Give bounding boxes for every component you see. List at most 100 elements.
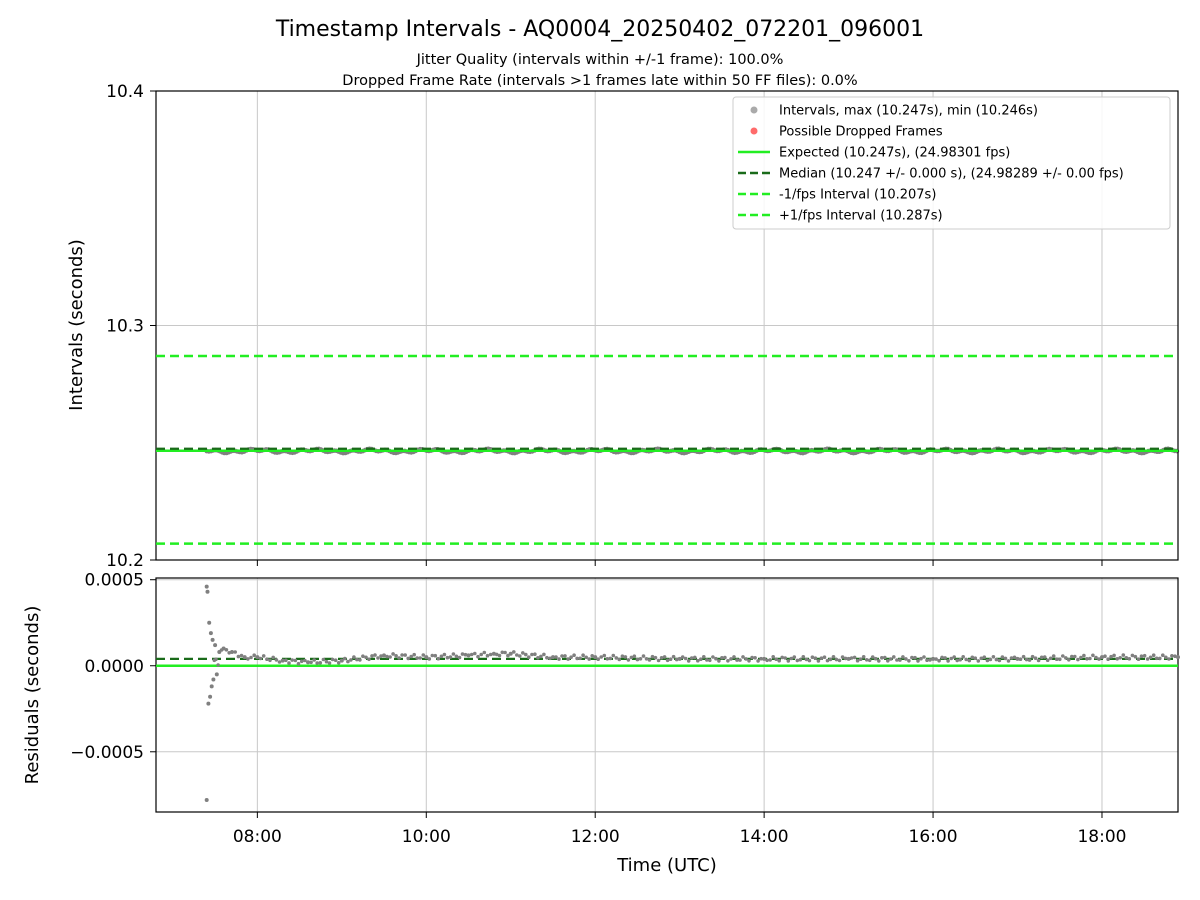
residual-point: [919, 656, 923, 661]
residual-point: [750, 655, 754, 660]
residual-point: [545, 655, 549, 660]
residual-point: [910, 655, 914, 660]
residual-point: [907, 659, 911, 663]
residual-point: [271, 655, 276, 660]
residual-point: [1112, 653, 1116, 658]
legend: Intervals, max (10.247s), min (10.246s) P…: [732, 96, 1171, 230]
residual-point: [816, 659, 821, 663]
residual-point: [741, 655, 745, 659]
residual-point: [738, 658, 742, 662]
residual-point: [892, 655, 896, 659]
residual-point: [1048, 656, 1053, 661]
residual-point: [674, 657, 679, 662]
residual-point: [445, 655, 450, 660]
residual-point: [632, 654, 637, 658]
residual-point: [503, 650, 507, 655]
residual-point: [1115, 657, 1119, 661]
legend-marker: [750, 127, 758, 135]
residual-point: [1148, 655, 1153, 660]
bottom-ytick-label: 0.0000: [85, 657, 144, 677]
residual-point: [1061, 654, 1065, 658]
residual-point: [361, 654, 365, 658]
residual-point: [533, 652, 537, 656]
residual-point: [400, 653, 404, 657]
chart-subtitle-dropped: Dropped Frame Rate (intervals >1 frames …: [342, 73, 857, 89]
bottom-xtick-label: 14:00: [740, 827, 789, 847]
residual-point: [284, 658, 288, 663]
residual-point: [382, 653, 386, 658]
residual-point: [219, 648, 224, 652]
bottom-xtick-label: 16:00: [909, 827, 958, 847]
residual-point: [500, 650, 505, 655]
residual-point: [352, 655, 356, 659]
residual-point: [299, 659, 304, 664]
residual-point: [867, 658, 872, 663]
bottom-y-axis-label: Residuals (seconds): [22, 606, 43, 785]
residual-point: [1139, 654, 1144, 658]
residual-point: [789, 656, 794, 661]
residual-point: [982, 655, 987, 659]
residual-point: [711, 655, 715, 659]
residual-point: [861, 655, 866, 659]
residual-point: [656, 658, 661, 663]
residual-point: [934, 657, 938, 661]
residual-point: [309, 660, 313, 665]
residual-point: [436, 656, 441, 661]
residual-point: [976, 659, 981, 663]
residual-point: [210, 637, 215, 642]
residual-point: [233, 650, 237, 654]
residual-point: [1133, 654, 1138, 659]
bottom-gridlines: [156, 578, 1178, 812]
residual-point: [979, 656, 984, 661]
residual-point: [883, 655, 887, 660]
residual-point: [611, 653, 616, 658]
top-axis-ticks: 10.2 10.3 10.4: [106, 82, 1103, 571]
residual-point: [488, 652, 493, 657]
residual-point: [497, 653, 502, 658]
residual-point: [626, 658, 631, 662]
residual-point: [680, 655, 685, 659]
residual-point: [602, 653, 607, 658]
residual-point: [324, 659, 329, 664]
residual-point: [587, 657, 591, 661]
bottom-panel: 0.0005 0.0000 −0.0005 08:00 10:00 12:00 14:00 1…: [22, 571, 1180, 876]
residual-point: [819, 656, 824, 660]
residual-point: [394, 654, 398, 658]
residual-point: [370, 654, 374, 658]
legend-label: Median (10.247 +/- 0.000 s), (24.98289 +…: [779, 167, 1124, 182]
residual-point: [647, 658, 652, 662]
residual-point: [265, 657, 269, 661]
residual-point: [224, 648, 229, 652]
residual-point: [204, 798, 209, 802]
residual-point: [973, 656, 978, 660]
residual-point: [1106, 657, 1110, 661]
top-panel: 10.2 10.3 10.4 Intervals (seconds) Interva…: [66, 82, 1180, 571]
residual-point: [955, 658, 959, 663]
residual-point: [255, 655, 260, 660]
residual-point: [617, 657, 622, 662]
residual-point: [1154, 656, 1159, 661]
residual-point: [807, 658, 812, 663]
legend-marker: [750, 106, 758, 114]
residual-point: [665, 658, 670, 663]
residual-point: [958, 657, 962, 662]
residual-point: [388, 655, 392, 659]
residual-point: [249, 655, 253, 660]
residual-point: [991, 655, 996, 659]
residual-point: [759, 656, 763, 661]
residual-point: [714, 656, 718, 661]
residual-point: [306, 660, 310, 665]
residual-point: [427, 657, 432, 661]
residual-point: [415, 656, 420, 660]
residual-point: [457, 655, 462, 660]
residual-point: [454, 654, 459, 659]
residual-point: [566, 657, 570, 661]
residual-point: [952, 655, 956, 659]
residual-point: [723, 655, 727, 660]
residual-point: [735, 658, 739, 662]
residual-point: [268, 658, 272, 663]
residual-point: [214, 672, 219, 677]
top-ytick-label: 10.2: [106, 551, 144, 571]
residual-point: [205, 589, 210, 594]
residual-point: [451, 652, 456, 656]
